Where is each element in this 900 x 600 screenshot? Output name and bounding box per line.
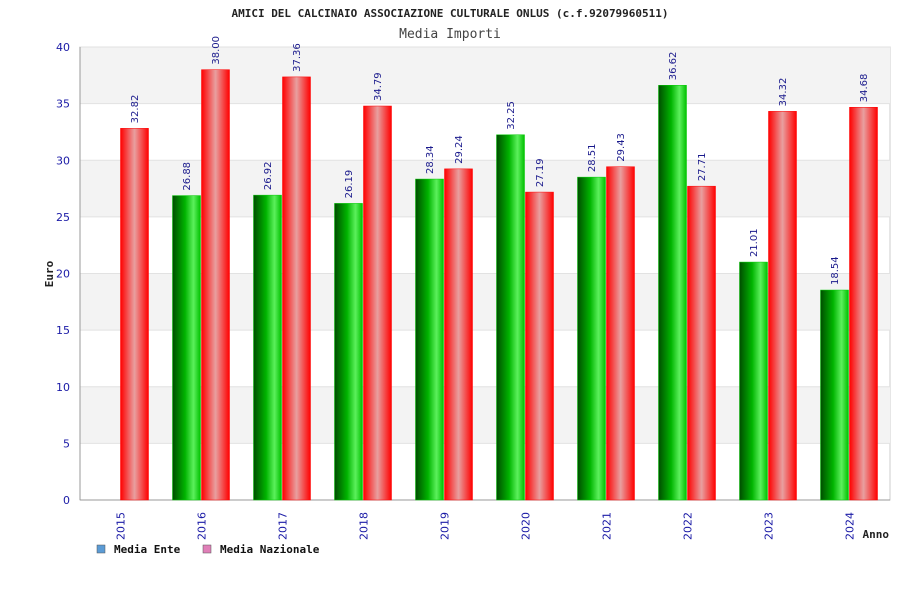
bar-media-nazionale-2019: [444, 168, 473, 501]
y-tick-label: 25: [56, 211, 70, 224]
bar-media-ente-2020: [496, 134, 525, 501]
data-label: 37.36: [292, 43, 303, 72]
bar-media-nazionale-2023: [768, 111, 797, 501]
x-tick-label: 2018: [358, 512, 371, 540]
legend: Media Ente Media Nazionale: [96, 543, 320, 556]
y-tick-label: 35: [56, 98, 70, 111]
x-axis-label: Anno: [863, 528, 890, 541]
x-tick-label: 2019: [439, 512, 452, 540]
y-axis-ticks: 0 5 10 15 20 25 30 35 40: [56, 41, 70, 507]
x-tick-label: 2020: [520, 512, 533, 540]
bar-media-nazionale-2018: [363, 105, 392, 501]
bar-media-ente-2018: [334, 203, 363, 501]
data-label: 28.34: [425, 145, 436, 174]
data-label: 27.71: [697, 153, 708, 182]
bars: [120, 69, 878, 501]
bar-media-ente-2022: [658, 85, 687, 501]
data-label: 34.79: [373, 72, 384, 101]
data-label: 18.54: [830, 256, 841, 285]
legend-label-media-nazionale: Media Nazionale: [220, 543, 320, 556]
y-tick-label: 15: [56, 324, 70, 337]
y-tick-label: 5: [63, 437, 70, 450]
bar-media-ente-2023: [739, 261, 768, 501]
data-label: 32.82: [130, 95, 141, 124]
data-label: 28.51: [587, 143, 598, 172]
bar-media-nazionale-2022: [687, 185, 716, 501]
data-label: 29.43: [616, 133, 627, 162]
y-tick-label: 20: [56, 268, 70, 281]
y-tick-label: 10: [56, 381, 70, 394]
legend-label-media-ente: Media Ente: [114, 543, 181, 556]
value-labels: 32.82 26.88 38.00 26.92 37.36 26.19 34.79 28.34…: [130, 36, 870, 285]
bar-media-nazionale-2024: [849, 106, 878, 501]
bar-media-ente-2016: [172, 195, 201, 501]
bar-media-ente-2019: [415, 178, 444, 501]
data-label: 26.92: [263, 161, 274, 190]
x-tick-label: 2017: [277, 512, 290, 540]
bar-media-nazionale-2016: [201, 69, 230, 501]
y-tick-label: 30: [56, 154, 70, 167]
x-tick-label: 2024: [844, 512, 857, 540]
data-label: 29.24: [454, 135, 465, 164]
y-tick-label: 40: [56, 41, 70, 54]
x-tick-label: 2023: [763, 512, 776, 540]
legend-swatch-media-nazionale: [202, 544, 212, 554]
x-axis-ticks: 2015 2016 2017 2018 2019 2020 2021 2022 2023 2024: [115, 512, 857, 540]
data-label: 21.01: [749, 228, 760, 257]
bar-media-ente-2017: [253, 194, 282, 501]
bar-media-nazionale-2020: [525, 191, 554, 501]
y-tick-label: 0: [63, 494, 70, 507]
data-label: 26.19: [344, 170, 355, 199]
x-tick-label: 2016: [196, 512, 209, 540]
data-label: 32.25: [506, 101, 517, 130]
bar-media-nazionale-2015: [120, 128, 149, 501]
bar-media-ente-2024: [820, 289, 849, 501]
data-label: 34.68: [859, 74, 870, 103]
y-axis-label: Euro: [43, 260, 56, 287]
data-label: 34.32: [778, 78, 789, 107]
x-tick-label: 2015: [115, 512, 128, 540]
bar-media-ente-2021: [577, 176, 606, 501]
data-label: 38.00: [211, 36, 222, 65]
chart-subtitle: Media Importi: [399, 27, 501, 42]
data-label: 36.62: [668, 52, 679, 81]
bar-media-nazionale-2021: [606, 166, 635, 501]
legend-swatch-media-ente: [96, 544, 106, 554]
x-tick-label: 2022: [682, 512, 695, 540]
data-label: 27.19: [535, 158, 546, 187]
chart-title: AMICI DEL CALCINAIO ASSOCIAZIONE CULTURA…: [231, 7, 668, 20]
data-label: 26.88: [182, 162, 193, 191]
x-tick-label: 2021: [601, 512, 614, 540]
bar-media-nazionale-2017: [282, 76, 311, 501]
